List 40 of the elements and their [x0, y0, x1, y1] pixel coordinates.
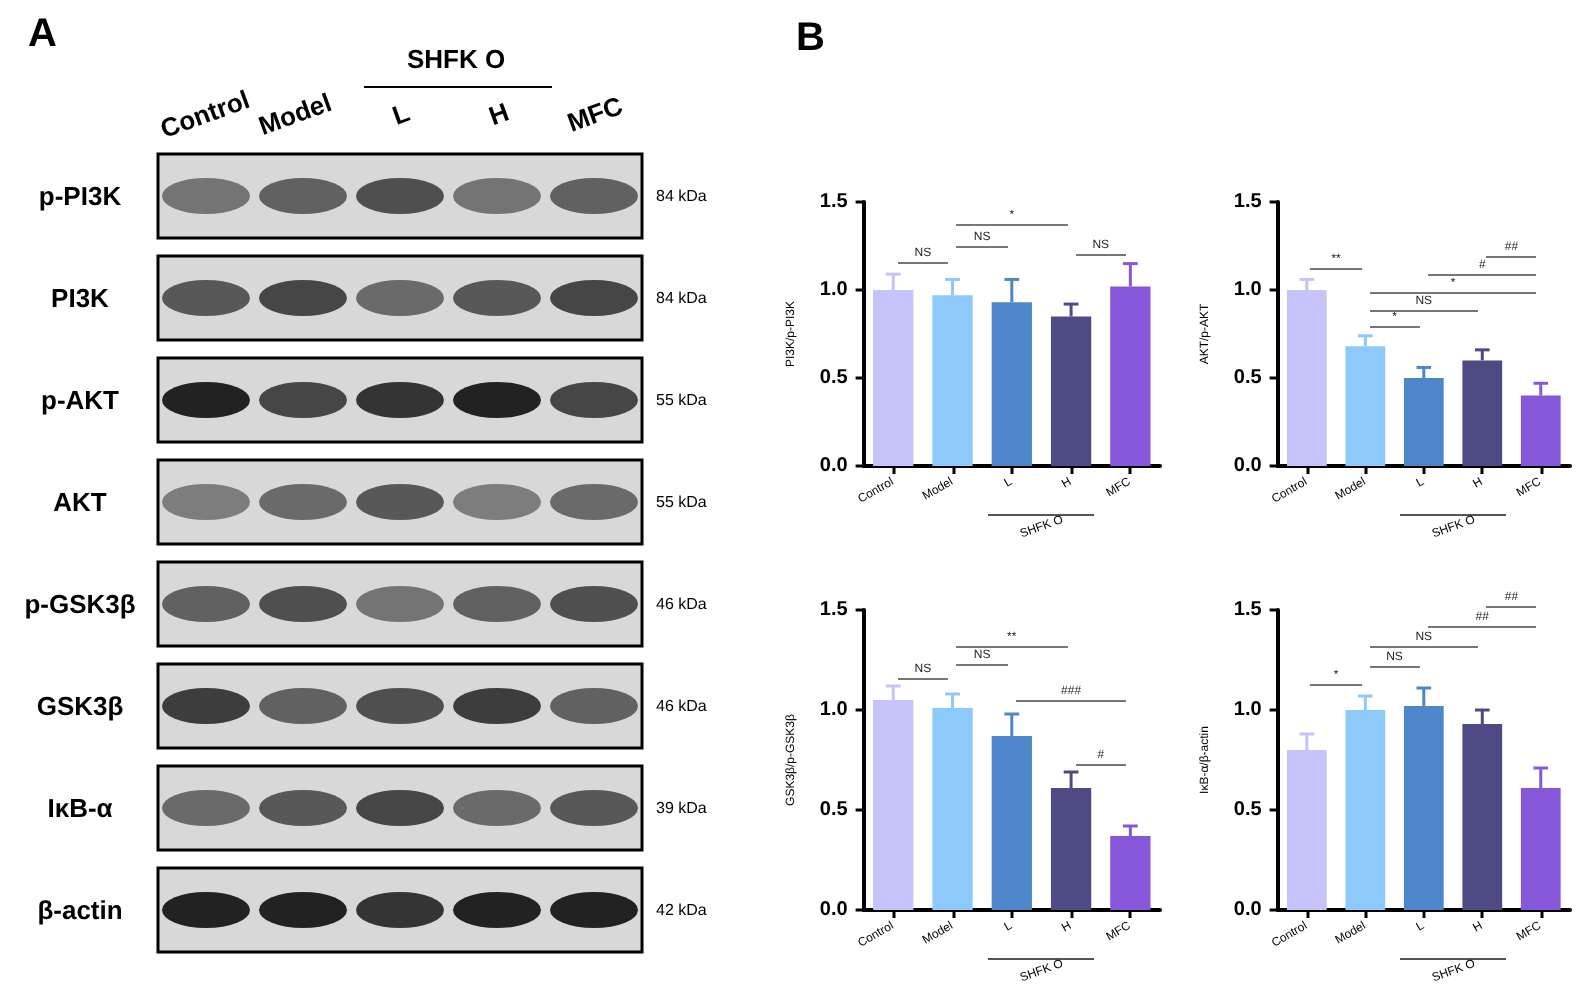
text: 46 kDa	[656, 697, 707, 715]
text: 84 kDa	[656, 187, 707, 205]
y-tick-label: 1.5	[819, 191, 849, 213]
y-tick-label: 0.0	[819, 899, 849, 921]
y-tick-label: 0.0	[819, 455, 849, 477]
y-tick-label: 1.5	[1233, 599, 1263, 621]
text: A	[28, 12, 57, 58]
y-tick-label: 0.0	[1233, 899, 1263, 921]
text: 46 kDa	[656, 595, 707, 613]
text: MFC	[563, 90, 627, 138]
text: SHFK O	[406, 44, 506, 74]
text: 39 kDa	[656, 799, 707, 817]
y-tick-label: 0.5	[819, 799, 849, 821]
y-tick-label: 1.0	[1233, 279, 1263, 301]
y-tick-label: 1.0	[1233, 699, 1263, 721]
text: 84 kDa	[656, 289, 707, 307]
y-tick-label: 1.5	[1233, 191, 1263, 213]
y-tick-label: 1.5	[819, 599, 849, 621]
text: GSK3β	[36, 691, 124, 721]
text: IκB-α	[47, 793, 113, 823]
chart-title: B	[796, 16, 825, 60]
text: AKT	[53, 487, 107, 517]
y-tick-label: 1.0	[819, 699, 849, 721]
y-tick-label: 0.0	[1233, 455, 1263, 477]
text: β-actin	[37, 895, 123, 925]
text: p-PI3K	[38, 181, 122, 211]
y-tick-label: 1.0	[819, 279, 849, 301]
y-tick-label: 0.5	[819, 367, 849, 389]
y-tick-label: 0.5	[1233, 799, 1263, 821]
text: 42 kDa	[656, 901, 707, 919]
text: 55 kDa	[656, 391, 707, 409]
text: Model	[254, 86, 336, 141]
text: p-GSK3β	[24, 589, 136, 619]
text: 55 kDa	[656, 493, 707, 511]
text: L	[388, 97, 414, 131]
text: PI3K	[51, 283, 109, 313]
y-tick-label: 0.5	[1233, 367, 1263, 389]
text: p-AKT	[41, 385, 119, 415]
bar	[1110, 836, 1151, 910]
text: H	[484, 96, 513, 132]
